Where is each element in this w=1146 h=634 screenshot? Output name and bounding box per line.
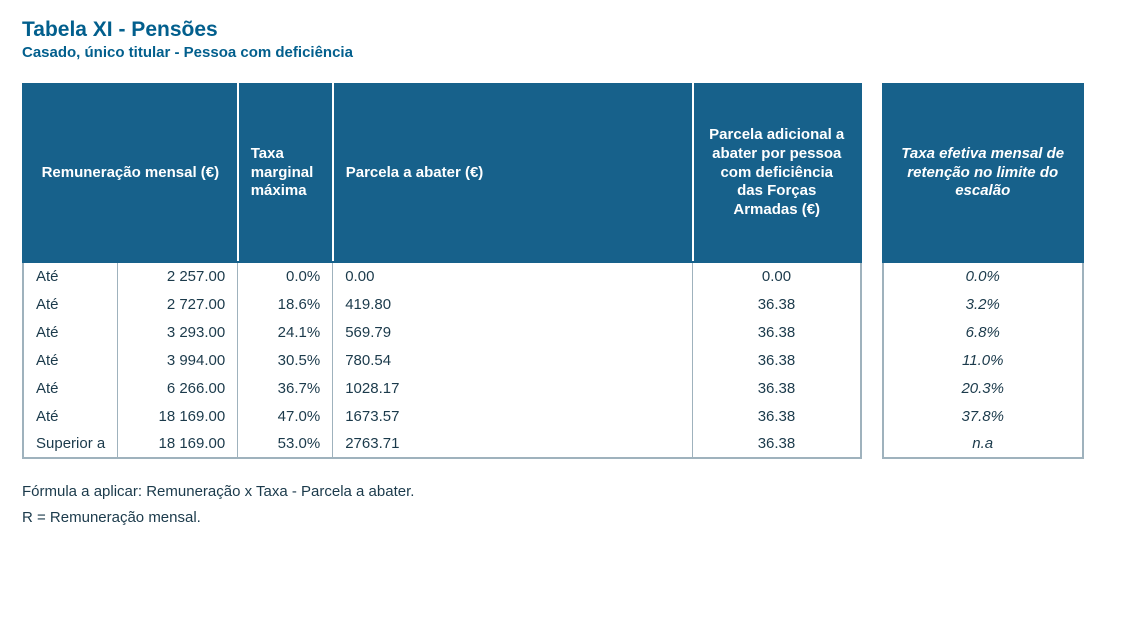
table-row: 37.8% (883, 402, 1083, 430)
cell-label: Até (23, 346, 118, 374)
table-row: Até 3 994.00 30.5% 780.54 36.38 (23, 346, 861, 374)
cell-rate: 18.6% (238, 290, 333, 318)
cell-rate: 24.1% (238, 318, 333, 346)
cell-extra: 36.38 (693, 318, 861, 346)
page-title: Tabela XI - Pensões (22, 18, 1124, 42)
main-header-row: Remuneração mensal (€) Taxa marginal máx… (23, 84, 861, 262)
col-parcela: Parcela a abater (€) (333, 84, 693, 262)
table-row: Até 2 257.00 0.0% 0.00 0.00 (23, 262, 861, 290)
table-row: 0.0% (883, 262, 1083, 290)
table-row: n.a (883, 430, 1083, 458)
col-taxa: Taxa marginal máxima (238, 84, 333, 262)
footnote-line: R = Remuneração mensal. (22, 505, 1124, 531)
cell-parcel: 2763.71 (333, 430, 693, 458)
col-taxa-efetiva: Taxa efetiva mensal de retenção no limit… (883, 84, 1083, 262)
cell-amount: 2 257.00 (118, 262, 238, 290)
cell-extra: 0.00 (693, 262, 861, 290)
cell-label: Até (23, 262, 118, 290)
table-row: Até 2 727.00 18.6% 419.80 36.38 (23, 290, 861, 318)
cell-parcel: 1673.57 (333, 402, 693, 430)
table-row: Até 6 266.00 36.7% 1028.17 36.38 (23, 374, 861, 402)
cell-amount: 3 293.00 (118, 318, 238, 346)
cell-rate: 53.0% (238, 430, 333, 458)
cell-efetiva: n.a (883, 430, 1083, 458)
cell-label: Até (23, 402, 118, 430)
cell-efetiva: 0.0% (883, 262, 1083, 290)
footnote: Fórmula a aplicar: Remuneração x Taxa - … (22, 479, 1124, 530)
cell-extra: 36.38 (693, 290, 861, 318)
cell-efetiva: 6.8% (883, 318, 1083, 346)
cell-amount: 18 169.00 (118, 430, 238, 458)
table-row: Até 18 169.00 47.0% 1673.57 36.38 (23, 402, 861, 430)
col-remuneracao: Remuneração mensal (€) (23, 84, 238, 262)
table-row: 3.2% (883, 290, 1083, 318)
cell-parcel: 569.79 (333, 318, 693, 346)
cell-label: Até (23, 374, 118, 402)
cell-efetiva: 3.2% (883, 290, 1083, 318)
cell-parcel: 419.80 (333, 290, 693, 318)
cell-efetiva: 37.8% (883, 402, 1083, 430)
cell-label: Até (23, 318, 118, 346)
cell-extra: 36.38 (693, 402, 861, 430)
footnote-line: Fórmula a aplicar: Remuneração x Taxa - … (22, 479, 1124, 505)
table-row: 11.0% (883, 346, 1083, 374)
cell-amount: 18 169.00 (118, 402, 238, 430)
cell-label: Superior a (23, 430, 118, 458)
tables-wrapper: Remuneração mensal (€) Taxa marginal máx… (22, 83, 1124, 459)
cell-label: Até (23, 290, 118, 318)
cell-extra: 36.38 (693, 346, 861, 374)
cell-parcel: 1028.17 (333, 374, 693, 402)
side-table: Taxa efetiva mensal de retenção no limit… (882, 83, 1084, 459)
side-header-row: Taxa efetiva mensal de retenção no limit… (883, 84, 1083, 262)
cell-efetiva: 20.3% (883, 374, 1083, 402)
cell-amount: 2 727.00 (118, 290, 238, 318)
page: Tabela XI - Pensões Casado, único titula… (0, 0, 1146, 548)
cell-amount: 3 994.00 (118, 346, 238, 374)
table-row: Superior a 18 169.00 53.0% 2763.71 36.38 (23, 430, 861, 458)
page-subtitle: Casado, único titular - Pessoa com defic… (22, 44, 1124, 61)
cell-rate: 30.5% (238, 346, 333, 374)
cell-extra: 36.38 (693, 374, 861, 402)
cell-rate: 36.7% (238, 374, 333, 402)
cell-parcel: 0.00 (333, 262, 693, 290)
cell-rate: 47.0% (238, 402, 333, 430)
cell-efetiva: 11.0% (883, 346, 1083, 374)
table-row: 6.8% (883, 318, 1083, 346)
col-adicional: Parcela adicional a abater por pessoa co… (693, 84, 861, 262)
cell-extra: 36.38 (693, 430, 861, 458)
cell-amount: 6 266.00 (118, 374, 238, 402)
main-table: Remuneração mensal (€) Taxa marginal máx… (22, 83, 862, 459)
table-row: 20.3% (883, 374, 1083, 402)
cell-parcel: 780.54 (333, 346, 693, 374)
table-row: Até 3 293.00 24.1% 569.79 36.38 (23, 318, 861, 346)
cell-rate: 0.0% (238, 262, 333, 290)
